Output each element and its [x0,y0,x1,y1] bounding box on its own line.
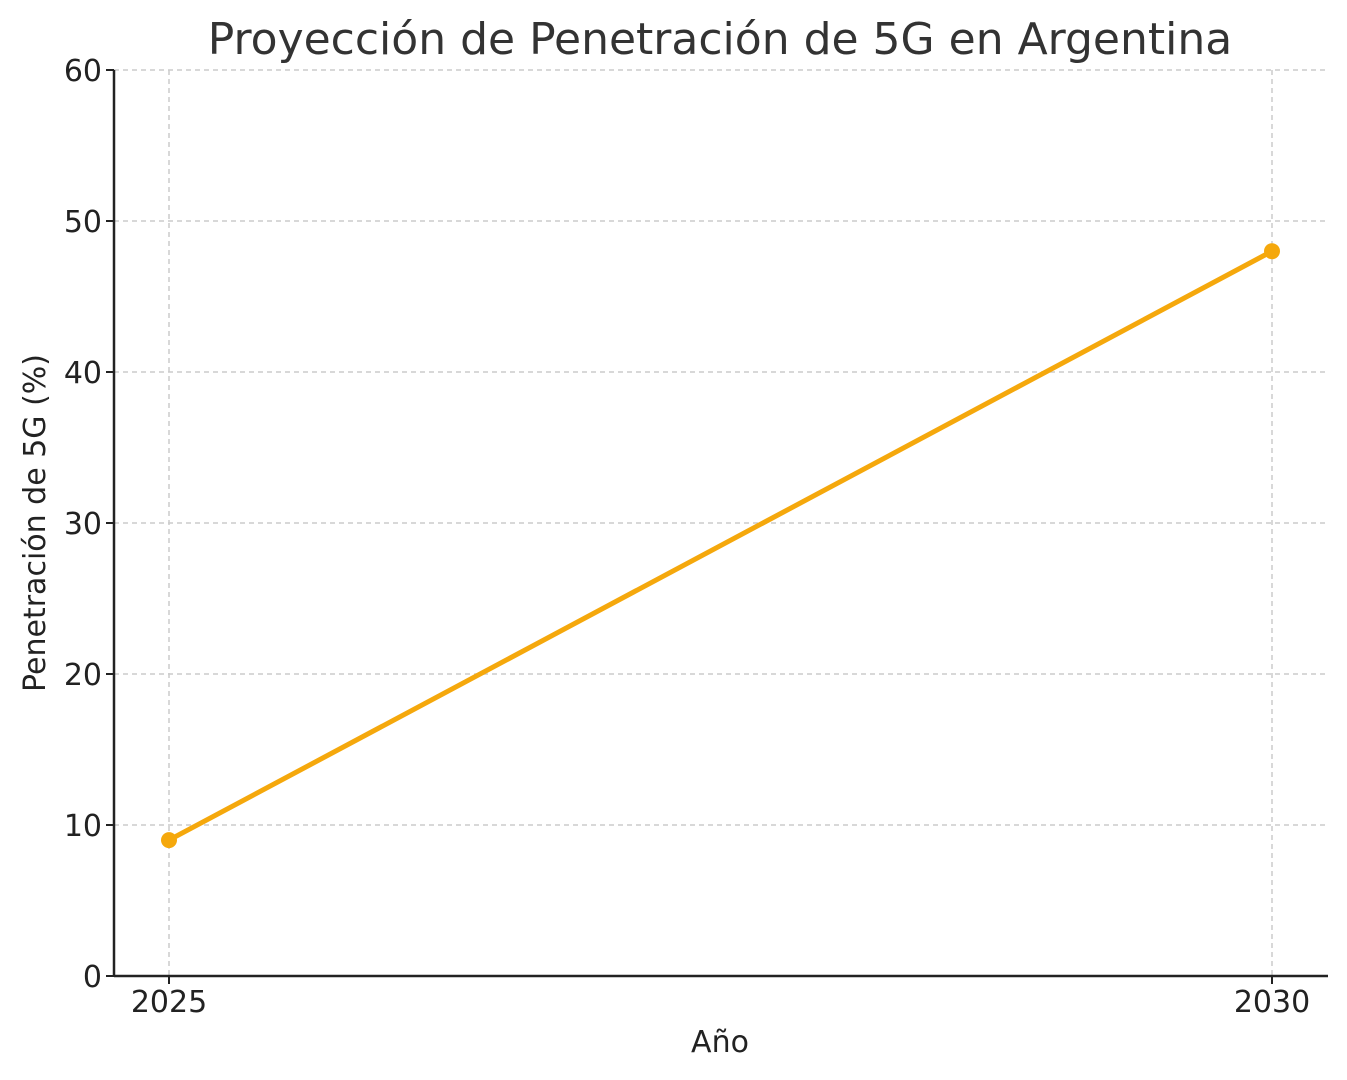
y-tick-label: 0 [83,960,102,995]
y-tick-label: 10 [64,809,102,844]
x-axis-title: Año [691,1025,749,1060]
grid [114,69,1328,976]
y-tick-label: 60 [64,54,102,89]
series [161,243,1280,849]
x-tick-label: 2030 [1234,985,1310,1020]
data-point [1264,243,1280,260]
y-tick-label: 50 [64,205,102,240]
x-tick-label: 2025 [131,985,207,1020]
y-tick-label: 20 [64,658,102,693]
y-tick-label: 30 [64,507,102,542]
y-tick-label: 40 [64,356,102,391]
data-point [161,832,177,849]
chart-title: Proyección de Penetración de 5G en Argen… [208,14,1232,65]
series-line [166,248,1275,843]
y-axis-title: Penetración de 5G (%) [18,354,53,692]
